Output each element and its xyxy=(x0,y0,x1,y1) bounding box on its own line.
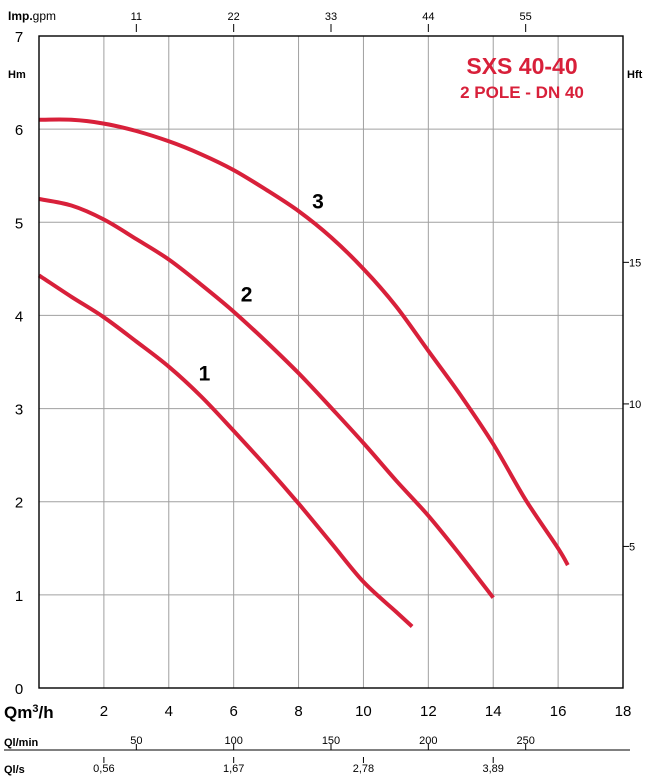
ql-s-tick-label: 2,78 xyxy=(353,763,374,775)
ql-s-tick-label: 0,56 xyxy=(93,763,114,775)
ql-min-tick-label: 200 xyxy=(419,735,437,747)
right-axis-label: Hft xyxy=(627,69,643,81)
top-axis-label-unit: gpm xyxy=(33,9,56,23)
y-tick-label: 3 xyxy=(15,402,23,419)
y-tick-label: 6 xyxy=(15,122,23,139)
performance-curves xyxy=(37,117,570,628)
x-axis-label-part: Qm xyxy=(4,703,32,722)
x-tick-label: 12 xyxy=(420,703,437,720)
curve-label-1: 1 xyxy=(199,363,211,386)
curve-label-2: 2 xyxy=(241,283,253,306)
ql-min-tick-label: 150 xyxy=(322,735,340,747)
top-axis-label: Imp.gpm xyxy=(8,9,56,23)
chart-title: SXS 40-40 xyxy=(466,53,577,79)
y-tick-label: 0 xyxy=(15,681,23,698)
grid-lines xyxy=(39,36,623,688)
right-tick-label: 10 xyxy=(629,399,641,411)
ql-min-tick-label: 50 xyxy=(130,735,142,747)
top-tick-label: 33 xyxy=(325,11,337,23)
plot-frame xyxy=(38,35,624,689)
right-tick-label: 5 xyxy=(629,541,635,553)
chart-subtitle: 2 POLE - DN 40 xyxy=(460,83,584,102)
curve-series-3 xyxy=(38,117,570,567)
ql-s-tick-label: 1,67 xyxy=(223,763,244,775)
y-tick-label: 5 xyxy=(15,215,23,232)
top-axis-label-bold: Imp. xyxy=(8,9,33,23)
x-tick-label: 8 xyxy=(294,703,302,720)
y-tick-label: 4 xyxy=(15,308,23,325)
x-axis-label-part: /h xyxy=(38,703,53,722)
y-tick-label: 1 xyxy=(15,588,23,605)
axis-ticks xyxy=(4,24,630,763)
x-tick-label: 16 xyxy=(550,703,567,720)
right-tick-label: 15 xyxy=(629,257,641,269)
y-tick-label: 2 xyxy=(15,495,23,512)
ql-s-tick-label: 3,89 xyxy=(483,763,504,775)
ql-min-tick-label: 250 xyxy=(516,735,534,747)
y-axis-label: Hm xyxy=(8,69,26,81)
top-tick-label: 11 xyxy=(131,11,142,23)
x-axis-label: Qm3/h xyxy=(4,703,54,722)
x-tick-label: 18 xyxy=(615,703,632,720)
ql-s-label: Ql/s xyxy=(4,764,25,776)
curve-series-1 xyxy=(37,273,414,628)
x-tick-label: 6 xyxy=(229,703,237,720)
curve-label-3: 3 xyxy=(312,190,324,213)
y-tick-label: 7 xyxy=(15,29,23,46)
curve-series-2 xyxy=(38,197,495,599)
top-tick-label: 44 xyxy=(422,11,434,23)
x-tick-label: 4 xyxy=(165,703,173,720)
x-axis-label-superscript: 3 xyxy=(32,703,38,715)
top-tick-label: 22 xyxy=(228,11,240,23)
ql-min-tick-label: 100 xyxy=(224,735,242,747)
x-tick-label: 10 xyxy=(355,703,372,720)
ql-min-label: Ql/min xyxy=(4,737,39,749)
x-tick-label: 2 xyxy=(100,703,108,720)
top-tick-label: 55 xyxy=(520,11,532,23)
x-tick-label: 14 xyxy=(485,703,502,720)
